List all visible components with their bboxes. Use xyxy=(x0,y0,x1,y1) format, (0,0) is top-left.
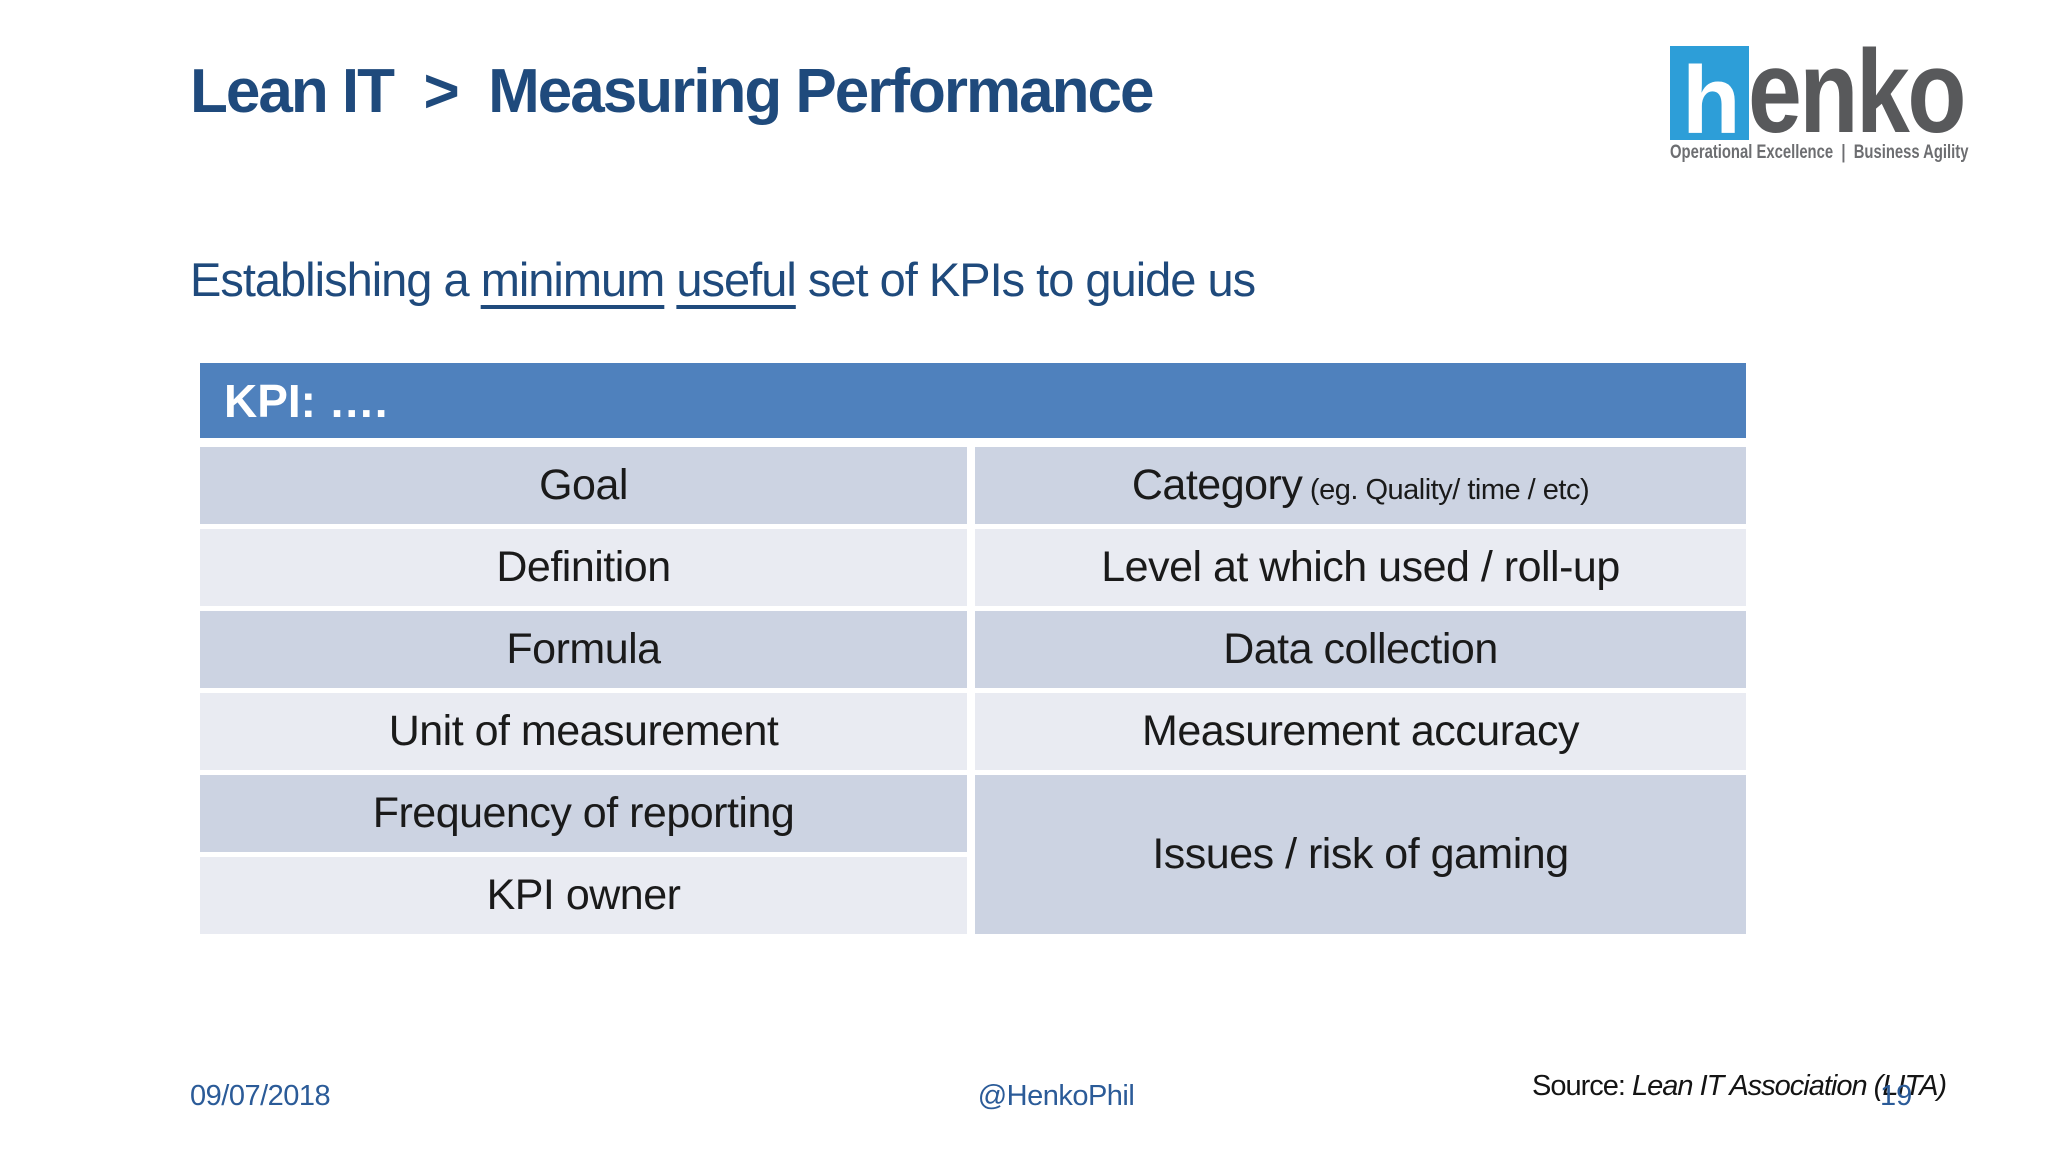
slide-subtitle: Establishing a minimum useful set of KPI… xyxy=(190,252,1256,308)
category-note: (eg. Quality/ time / etc) xyxy=(1302,473,1590,506)
subtitle-part xyxy=(664,253,676,306)
table-cell-issues-risk-of-gaming: Issues / risk of gaming xyxy=(975,775,1746,934)
category-cell-text: Category (eg. Quality/ time / etc) xyxy=(1131,460,1590,509)
logo-tagline: Operational Excellence | Business Agilit… xyxy=(1670,142,1969,163)
table-cell-data-collection: Data collection xyxy=(975,611,1746,688)
page-title: Lean IT > Measuring Performance xyxy=(190,57,1154,126)
table-cell-unit-of-measurement: Unit of measurement xyxy=(200,693,967,770)
logo-letter-h: h xyxy=(1682,47,1741,154)
table-cell-definition: Definition xyxy=(200,529,967,606)
source-attribution: Source: Lean IT Association (LITA) Quint… xyxy=(1532,986,1947,1152)
footer-twitter-handle: @HenkoPhil xyxy=(977,1080,1135,1112)
kpi-table-header: KPI: …. xyxy=(200,363,1746,438)
subtitle-part: set of KPIs to guide us xyxy=(795,253,1256,306)
source-org-1: Lean IT Association (LITA) xyxy=(1632,1070,1947,1102)
footer-page-number: 19 xyxy=(1880,1080,1913,1112)
table-cell-category: Category (eg. Quality/ time / etc) xyxy=(975,447,1746,524)
logo-wordmark: enko xyxy=(1748,26,1966,158)
table-cell-frequency-of-reporting: Frequency of reporting xyxy=(200,775,967,852)
table-cell-kpi-owner: KPI owner xyxy=(200,857,967,934)
table-cell-goal: Goal xyxy=(200,447,967,524)
table-cell-level-roll-up: Level at which used / roll-up xyxy=(975,529,1746,606)
logo-blue-square xyxy=(1670,46,1749,140)
category-label: Category xyxy=(1131,460,1303,509)
subtitle-underlined-minimum: minimum xyxy=(480,253,666,306)
subtitle-underlined-useful: useful xyxy=(676,253,796,306)
table-cell-formula: Formula xyxy=(200,611,967,688)
table-cell-measurement-accuracy: Measurement accuracy xyxy=(975,693,1746,770)
source-label: Source: xyxy=(1532,1070,1632,1102)
source-line-1: Source: Lean IT Association (LITA) xyxy=(1532,1066,1947,1106)
subtitle-part: Establishing a xyxy=(190,253,481,306)
footer-date: 09/07/2018 xyxy=(190,1080,331,1112)
